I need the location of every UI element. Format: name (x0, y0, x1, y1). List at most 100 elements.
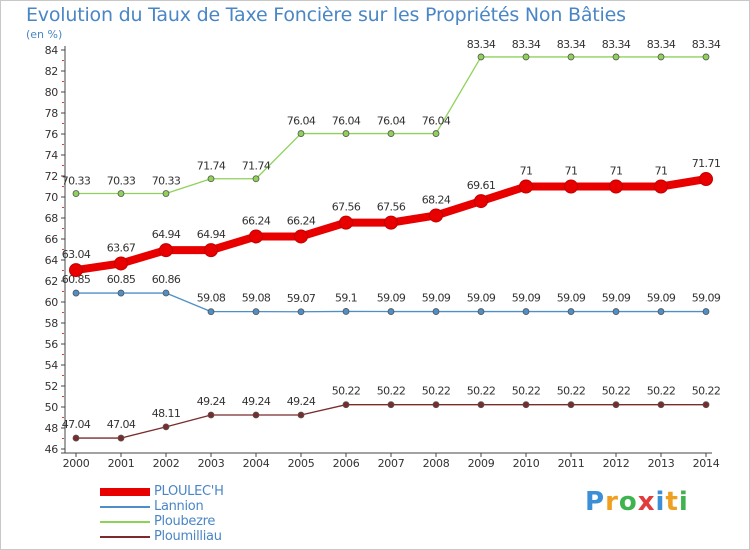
data-point (342, 401, 350, 409)
data-point (477, 53, 485, 61)
data-label: 71 (610, 165, 623, 178)
data-label: 66.24 (287, 214, 316, 227)
data-point (432, 308, 440, 315)
data-point (72, 190, 80, 197)
data-label: 83.34 (467, 38, 496, 51)
legend-item-ploumilliau[interactable]: Ploumilliau (100, 529, 224, 544)
data-label: 83.34 (647, 38, 676, 51)
data-label: 66.24 (242, 214, 271, 227)
data-point (387, 308, 395, 315)
data-label: 59.09 (602, 292, 631, 305)
data-point (567, 401, 575, 409)
data-point (342, 130, 350, 137)
logo-letter: r (605, 487, 619, 517)
legend-item-ploulech[interactable]: PLOULEC'H (100, 484, 224, 499)
data-point (117, 289, 125, 297)
y-tick-label: 62 (45, 275, 58, 288)
data-point (252, 175, 260, 183)
y-tick-label: 68 (45, 212, 59, 225)
x-tick-label: 2012 (603, 457, 630, 470)
data-point (474, 194, 488, 209)
data-label: 59.08 (242, 292, 271, 305)
data-label: 60.86 (152, 273, 181, 286)
data-point (252, 411, 260, 419)
data-label: 71.74 (242, 160, 271, 173)
legend-label: Ploubezre (154, 514, 216, 529)
data-label: 59.09 (692, 292, 721, 305)
x-tick-label: 2010 (513, 457, 540, 470)
data-label: 47.04 (62, 418, 91, 431)
data-label: 50.22 (332, 385, 361, 398)
data-point (207, 308, 215, 316)
data-label: 76.04 (422, 115, 451, 128)
y-tick-label: 48 (45, 422, 59, 435)
logo-letter: i (655, 487, 666, 517)
data-point (657, 401, 665, 409)
legend-label: PLOULEC'H (154, 484, 224, 499)
legend-item-lannion[interactable]: Lannion (100, 499, 224, 514)
y-tick-label: 66 (45, 233, 59, 246)
x-tick-label: 2004 (243, 457, 270, 470)
x-tick-label: 2013 (648, 457, 675, 470)
data-point (69, 263, 83, 278)
data-point (519, 179, 533, 194)
y-tick-label: 54 (45, 359, 59, 372)
logo-letter: P (585, 487, 606, 517)
data-point (207, 411, 215, 419)
data-label: 70.33 (62, 175, 91, 188)
data-point (207, 175, 215, 183)
data-label: 67.56 (377, 201, 406, 214)
data-point (702, 308, 710, 315)
data-label: 50.22 (557, 385, 586, 398)
data-point (657, 308, 665, 315)
y-tick-label: 74 (45, 149, 59, 162)
legend-item-ploubezre[interactable]: Ploubezre (100, 514, 224, 529)
data-point (522, 53, 530, 61)
data-label: 59.09 (422, 292, 451, 305)
data-point (114, 256, 128, 271)
data-label: 60.85 (62, 273, 91, 286)
data-point (159, 243, 173, 258)
data-label: 76.04 (287, 115, 316, 128)
data-label: 50.22 (512, 385, 541, 398)
data-point (612, 53, 620, 61)
y-tick-label: 78 (45, 107, 59, 120)
data-point (522, 401, 530, 409)
logo-letter: i (678, 487, 689, 517)
data-label: 83.34 (602, 38, 631, 51)
data-label: 63.04 (62, 248, 91, 261)
y-tick-label: 60 (45, 296, 59, 309)
data-label: 49.24 (242, 395, 271, 408)
proxiti-logo: Proxiti (585, 487, 689, 517)
x-tick-label: 2000 (63, 457, 90, 470)
data-point (384, 215, 398, 230)
data-point (162, 289, 170, 297)
y-tick-label: 56 (45, 338, 59, 351)
logo-letter: x (637, 487, 656, 517)
x-tick-label: 2001 (108, 457, 135, 470)
data-point (567, 308, 575, 315)
data-point (654, 179, 668, 194)
data-point (162, 423, 170, 431)
y-tick-label: 84 (45, 44, 59, 57)
data-label: 50.22 (647, 385, 676, 398)
chart-title: Evolution du Taux de Taxe Foncière sur l… (26, 4, 626, 26)
data-point (567, 53, 575, 61)
x-tick-label: 2008 (423, 457, 450, 470)
data-label: 50.22 (467, 385, 496, 398)
data-point (699, 172, 713, 187)
data-label: 64.94 (197, 228, 226, 241)
data-label: 68.24 (422, 193, 451, 206)
data-point (72, 289, 80, 297)
data-label: 76.04 (377, 115, 406, 128)
data-point (342, 308, 350, 315)
data-label: 83.34 (692, 38, 721, 51)
data-label: 47.04 (107, 418, 136, 431)
data-label: 71 (655, 165, 668, 178)
data-label: 50.22 (602, 385, 631, 398)
y-tick-label: 52 (45, 380, 58, 393)
data-point (252, 308, 260, 316)
data-point (387, 130, 395, 137)
